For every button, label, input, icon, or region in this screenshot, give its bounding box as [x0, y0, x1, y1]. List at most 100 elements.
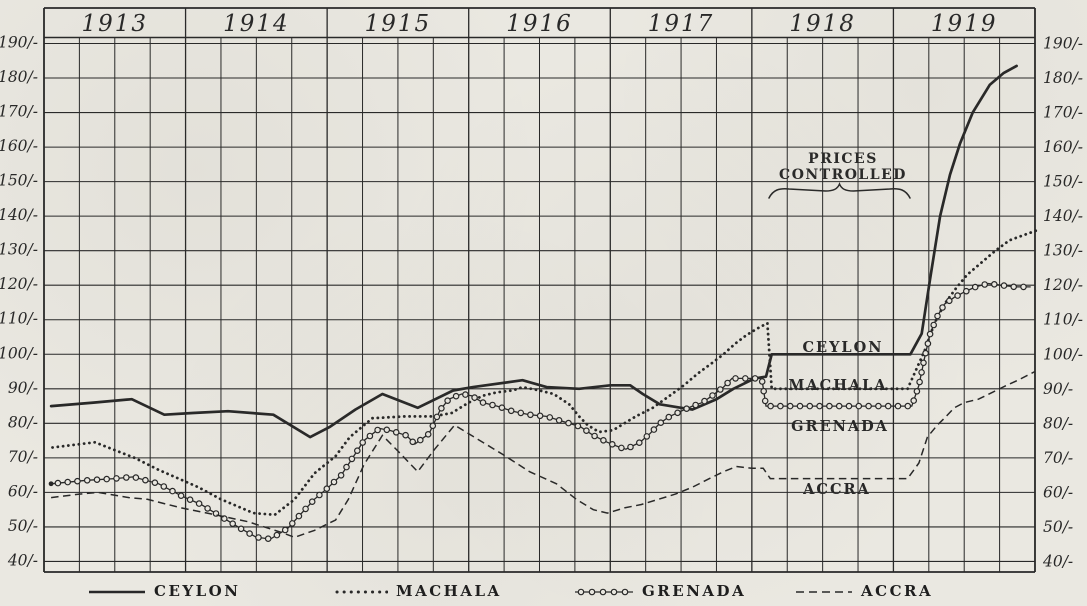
data-point-marker — [507, 407, 515, 415]
y-axis-label-left: 50/- — [8, 517, 38, 535]
data-point-marker — [195, 500, 203, 507]
y-axis-label-right: 100/- — [1043, 345, 1083, 363]
data-point-marker — [273, 531, 281, 539]
data-point-marker — [643, 433, 651, 440]
data-point-marker — [204, 505, 211, 512]
data-point-marker — [392, 428, 400, 436]
data-point-marker — [608, 440, 616, 448]
y-axis-label-left: 150/- — [0, 172, 38, 190]
data-point-marker — [343, 463, 350, 471]
y-axis-label-left: 110/- — [0, 310, 38, 328]
data-point-marker — [169, 487, 176, 495]
data-point-marker — [308, 498, 316, 506]
data-point-marker — [884, 402, 892, 410]
data-point-marker — [835, 402, 843, 410]
data-point-marker — [498, 404, 506, 412]
data-point-marker — [229, 520, 237, 528]
series-accra-line — [51, 370, 1036, 539]
data-point-marker — [546, 414, 554, 421]
year-label: 1915 — [365, 11, 432, 37]
data-point-marker — [627, 443, 634, 451]
data-point-marker — [904, 402, 912, 410]
prices-controlled-label: PRICES — [808, 151, 878, 167]
legend-label-ceylon: CEYLON — [154, 582, 241, 600]
data-point-marker — [741, 375, 749, 382]
y-axis-label-left: 140/- — [0, 206, 38, 224]
circle-line-icon — [574, 586, 634, 596]
data-point-marker — [761, 397, 769, 405]
data-point-marker — [264, 535, 272, 543]
data-point-marker — [751, 375, 759, 382]
year-label: 1913 — [82, 11, 149, 37]
data-point-marker — [939, 304, 946, 311]
data-point-marker — [48, 481, 54, 487]
data-point-marker — [237, 525, 245, 533]
data-point-marker — [186, 496, 194, 504]
data-point-marker — [894, 402, 902, 410]
data-point-marker — [767, 402, 774, 410]
data-point-marker — [221, 515, 228, 522]
data-point-marker — [288, 520, 296, 527]
data-point-marker — [433, 413, 441, 421]
data-point-marker — [444, 397, 451, 405]
data-point-marker — [527, 411, 534, 419]
legend-item-accra: ACCRA — [795, 582, 933, 600]
data-point-marker — [330, 478, 338, 486]
data-point-marker — [875, 402, 882, 410]
y-axis-label-right: 50/- — [1043, 518, 1073, 536]
y-axis-label-right: 40/- — [1042, 552, 1073, 570]
data-point-marker — [409, 438, 417, 446]
legend: CEYLON MACHALA GRENADA ACCRA — [0, 582, 1087, 606]
data-point-marker — [323, 485, 331, 493]
data-point-marker — [132, 474, 140, 481]
data-point-marker — [555, 416, 563, 424]
year-label: 1919 — [931, 11, 998, 37]
data-point-marker — [665, 413, 673, 421]
y-axis-label-right: 110/- — [1043, 311, 1083, 329]
data-point-marker — [635, 439, 643, 447]
brace-icon — [768, 181, 911, 199]
data-point-marker — [916, 378, 923, 386]
data-point-marker — [151, 479, 159, 487]
data-point-marker — [383, 426, 391, 434]
series-ceylon-line — [49, 64, 1018, 439]
series-grenada-markers — [48, 280, 1027, 543]
data-point-marker — [438, 404, 445, 412]
data-point-marker — [758, 378, 766, 385]
data-point-marker — [981, 281, 989, 288]
data-point-marker — [255, 534, 262, 541]
y-axis-label-right: 190/- — [1043, 35, 1083, 53]
data-point-marker — [160, 483, 168, 490]
data-point-marker — [295, 512, 303, 520]
series-machala-line — [51, 228, 1040, 517]
y-axis-label-right: 90/- — [1043, 380, 1073, 398]
data-point-marker — [954, 292, 961, 299]
y-axis-label-left: 170/- — [0, 103, 38, 121]
inline-label-machala: MACHALA — [788, 377, 887, 394]
prices-controlled-label: CONTROLLED — [779, 167, 907, 183]
inline-label-grenada: GRENADA — [791, 418, 889, 435]
data-point-marker — [348, 455, 356, 463]
data-point-marker — [934, 312, 941, 320]
data-point-marker — [845, 402, 853, 410]
data-point-marker — [709, 392, 716, 399]
data-point-marker — [583, 427, 590, 435]
y-axis-label-right: 60/- — [1043, 483, 1073, 501]
dotted-line-icon — [334, 586, 388, 596]
legend-item-grenada: GRENADA — [574, 582, 746, 600]
data-point-marker — [920, 359, 927, 367]
inline-label-accra: ACCRA — [802, 481, 871, 498]
data-point-marker — [786, 402, 794, 410]
data-point-marker — [918, 369, 925, 376]
data-point-marker — [452, 392, 460, 400]
y-axis-label-right: 160/- — [1043, 138, 1083, 156]
y-axis-label-left: 40/- — [7, 551, 38, 569]
data-point-marker — [93, 476, 101, 484]
data-point-marker — [674, 409, 681, 417]
year-label: 1917 — [648, 11, 715, 37]
data-point-marker — [429, 422, 437, 430]
y-axis-label-left: 100/- — [0, 344, 38, 362]
data-point-marker — [1020, 283, 1027, 291]
data-point-marker — [54, 479, 62, 487]
